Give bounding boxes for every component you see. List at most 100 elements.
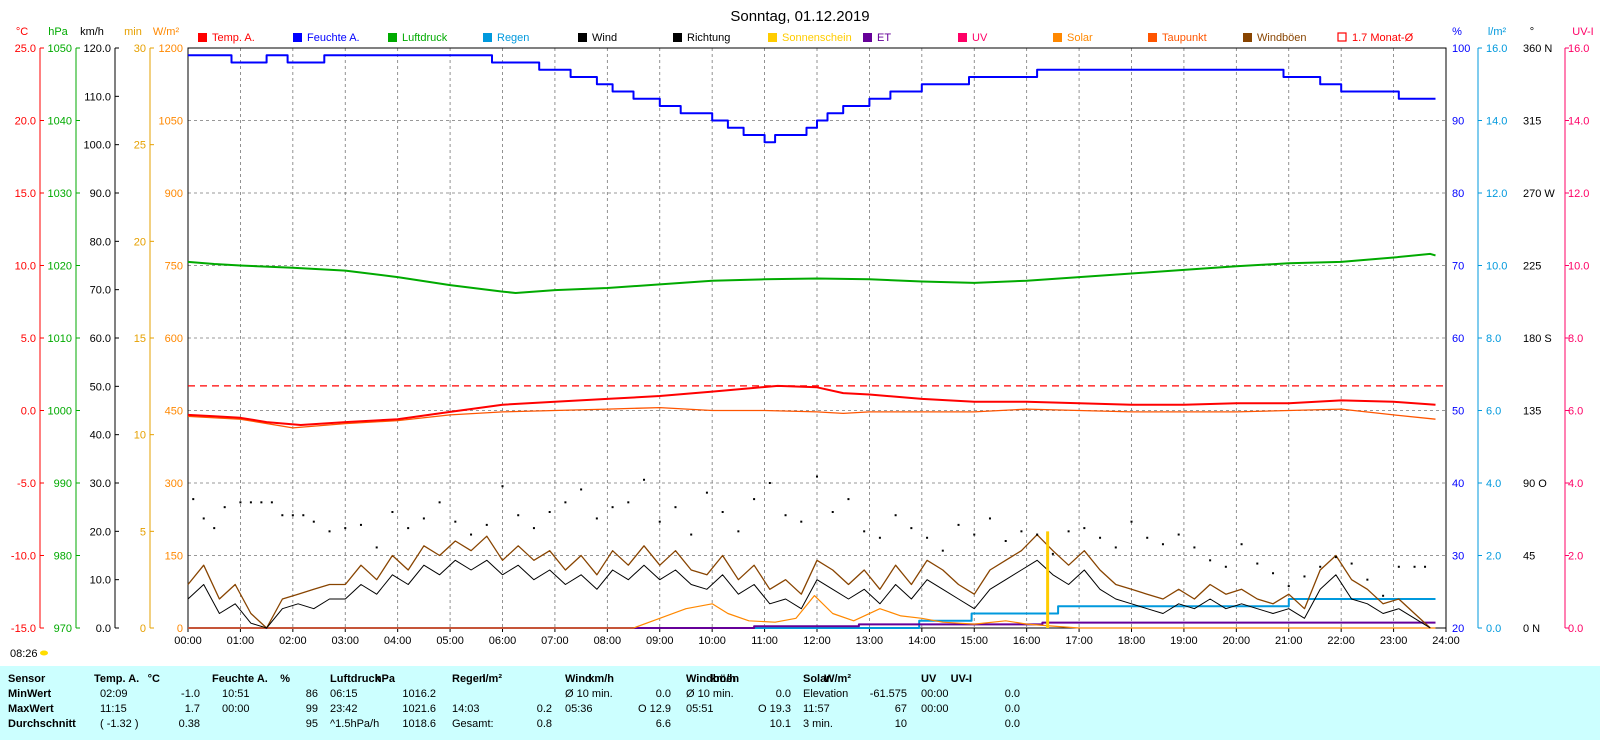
direction-point [643,478,646,481]
legend-swatch [863,33,872,42]
summary-value: 99 [305,703,318,715]
summary-value: 0.8 [536,718,552,730]
axis-unit-rain: l/m² [1488,26,1507,38]
direction-point [1350,562,1353,565]
axis-tick-label-wind: 60.0 [90,333,111,345]
axis-tick-label-temp: 25.0 [15,43,36,55]
axis-tick-label-direction: 135 [1523,406,1541,418]
axis-tick-label-direction: 90 O [1523,478,1547,490]
axis-tick-label-sun: 10 [134,430,146,442]
legend-item: Wind [578,32,617,44]
direction-point [1114,546,1117,549]
summary-value: 0.0 [1004,688,1020,700]
axis-tick-label-pressure: 1040 [48,116,72,128]
axis-tick-label-uv: 6.0 [1568,406,1583,418]
axis-tick-label-time: 02:00 [279,635,307,647]
axis-tick-label-sun: 5 [140,526,146,538]
direction-point [270,501,273,504]
axis-tick-label-time: 18:00 [1118,635,1146,647]
legend-swatch [1148,33,1157,42]
axis-tick-label-solar: 1050 [159,116,183,128]
direction-point [470,533,473,536]
direction-point [611,506,614,509]
axis-tick-label-temp: 10.0 [15,261,36,273]
series-line-dewpoint [187,406,1436,429]
axis-tick-label-time: 08:00 [594,635,622,647]
axis-tick-label-time: 24:00 [1432,635,1460,647]
direction-point [737,530,740,533]
direction-point [485,523,488,526]
direction-point [223,506,226,509]
series-line-rain [188,598,1436,629]
summary-header: UV [921,673,937,685]
direction-point [1146,536,1149,539]
direction-point [1020,530,1023,533]
direction-point [1161,543,1164,546]
summary-value: 10.1 [769,718,791,730]
legend-label: Sonnenschein [782,32,852,44]
direction-point [312,520,315,523]
legend-item: Sonnenschein [768,32,852,44]
summary-value: Elevation [803,688,849,700]
axis-unit-direction: ° [1530,26,1534,38]
axis-tick-label-time: 17:00 [1065,635,1093,647]
direction-point [1051,552,1054,555]
axis-unit-solar: W/m² [153,26,180,38]
summary-header: °C [147,673,160,685]
series-line-humidity [188,54,1436,144]
direction-point [249,501,252,504]
axis-tick-label-uv: 10.0 [1568,261,1589,273]
legend-swatch [483,33,492,42]
legend-label: Wind [592,32,617,44]
axis-tick-label-sun: 25 [134,140,146,152]
axis-tick-label-humidity: 40 [1452,478,1464,490]
axis-tick-label-rain: 6.0 [1486,406,1501,418]
summary-value: 1021.6 [402,703,436,715]
axis-tick-label-uv: 12.0 [1568,188,1589,200]
direction-point [344,527,347,530]
summary-value: 0.0 [1004,703,1020,715]
summary-value: 1016.2 [402,688,436,700]
summary-value: 00:00 [222,703,250,715]
legend-item: Feuchte A. [293,32,360,44]
axis-tick-label-humidity: 60 [1452,333,1464,345]
summary-value: 1.7 [184,703,200,715]
axis-tick-label-time: 21:00 [1275,635,1303,647]
direction-point [1397,565,1400,568]
direction-point [192,498,195,501]
legend-swatch [293,33,302,42]
summary-value: 11:57 [803,703,830,715]
direction-point [941,549,944,552]
direction-point [973,533,976,536]
direction-point [1177,533,1180,536]
axis-tick-label-pressure: 970 [54,623,72,635]
direction-point [705,491,708,494]
direction-point [580,488,583,491]
direction-point [1209,559,1212,562]
legend-item: Windböen [1243,32,1307,44]
axis-tick-label-rain: 0.0 [1486,623,1501,635]
direction-point [1287,585,1290,588]
axis-tick-label-humidity: 30 [1452,551,1464,563]
summary-value: 0.0 [1004,718,1020,730]
axis-tick-label-temp: 5.0 [21,333,36,345]
axis-tick-label-solar: 600 [165,333,183,345]
summary-header: UV-I [950,673,972,685]
summary-header: W/m² [824,673,851,685]
axis-tick-label-sun: 30 [134,43,146,55]
summary-header: hPa [374,673,395,685]
axis-tick-label-solar: 900 [165,188,183,200]
axis-tick-label-humidity: 80 [1452,188,1464,200]
summary-value: Gesamt: [452,718,494,730]
direction-point [501,485,504,488]
legend-item: Luftdruck [388,32,448,44]
axis-tick-label-solar: 300 [165,478,183,490]
legend-item: Solar [1053,32,1093,44]
direction-point [281,514,284,517]
axis-tick-label-direction: 45 [1523,551,1535,563]
chart-axes: °C hPa km/h min W/m² 25.0 20.0 15.0 10.0 5.0 0.0 -5… [11,26,1594,647]
summary-value: 23:42 [330,703,358,715]
axis-tick-label-direction: 180 S [1523,333,1552,345]
axis-tick-label-rain: 4.0 [1486,478,1501,490]
axis-tick-label-time: 12:00 [803,635,831,647]
